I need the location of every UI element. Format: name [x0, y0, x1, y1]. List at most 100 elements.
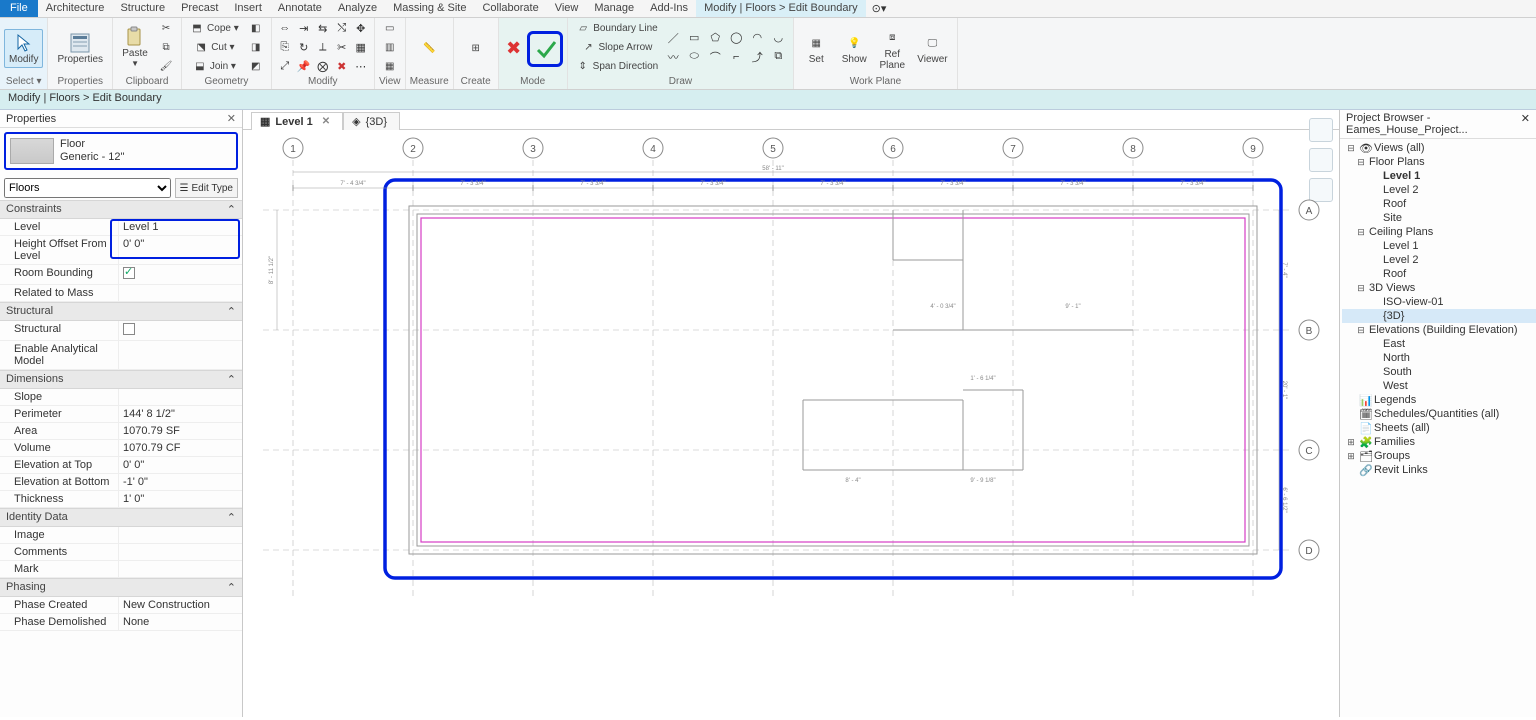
arc-tool[interactable]: ◠	[748, 29, 766, 47]
prop-created-value[interactable]: New Construction	[118, 597, 242, 613]
tree-node[interactable]: Level 1	[1342, 239, 1536, 253]
tree-node[interactable]: East	[1342, 337, 1536, 351]
menu-analyze[interactable]: Analyze	[330, 0, 385, 17]
tree-node[interactable]: South	[1342, 365, 1536, 379]
paste-button[interactable]: Paste▼	[117, 23, 153, 71]
copy-clip-button[interactable]: ⧉	[155, 38, 177, 56]
tree-node[interactable]: ⊟Elevations (Building Elevation)	[1342, 323, 1536, 337]
circle-tool[interactable]: ◯	[727, 29, 745, 47]
view1[interactable]: ▭	[379, 19, 401, 37]
ref-plane-button[interactable]: ⧈Ref Plane	[874, 24, 910, 74]
tree-node[interactable]: 📄Sheets (all)	[1342, 421, 1536, 435]
drawing-area[interactable]: ▦Level 1✕ ◈{3D} ▾ 123456789ABCD7' - 4 3/…	[243, 110, 1339, 717]
line-tool[interactable]: ／	[664, 29, 682, 47]
partial-ellipse-tool[interactable]: ⌒	[706, 48, 724, 66]
group-phasing[interactable]: Phasing⌃	[0, 578, 242, 597]
prop-level-value[interactable]: Level 1	[118, 219, 242, 235]
menu-cue-icon[interactable]: ⊙▾	[866, 0, 893, 17]
mirror-axis-button[interactable]: ⇆	[314, 19, 332, 37]
create-button[interactable]: ⊞	[458, 35, 494, 63]
delete-button[interactable]: ✖	[333, 57, 351, 75]
tree-node[interactable]: 🗓Schedules/Quantities (all)	[1342, 407, 1536, 421]
menu-manage[interactable]: Manage	[586, 0, 642, 17]
tree-node[interactable]: ISO-view-01	[1342, 295, 1536, 309]
floor-plan-canvas[interactable]: 123456789ABCD7' - 4 3/4"7' - 3 3/4"7' - …	[243, 130, 1329, 717]
split-button[interactable]: ✂	[333, 38, 351, 56]
tree-node[interactable]: North	[1342, 351, 1536, 365]
join-button[interactable]: ⬓Join ▾	[186, 57, 243, 75]
tree-node[interactable]: 📊Legends	[1342, 393, 1536, 407]
prop-comments-value[interactable]	[118, 544, 242, 560]
span-direction-button[interactable]: ⇕Span Direction	[572, 57, 663, 75]
menu-addins[interactable]: Add-Ins	[642, 0, 696, 17]
edit-type-button[interactable]: ☰Edit Type	[175, 178, 238, 198]
group-structural[interactable]: Structural⌃	[0, 302, 242, 321]
copy-button[interactable]: ⎘	[276, 38, 294, 56]
ellipse-tool[interactable]: ⬭	[685, 48, 703, 66]
slope-arrow-button[interactable]: ↗Slope Arrow	[572, 38, 663, 56]
file-menu[interactable]: File	[0, 0, 38, 17]
matchtype-button[interactable]: 🖌	[155, 57, 177, 75]
view2[interactable]: ▥	[379, 38, 401, 56]
menu-annotate[interactable]: Annotate	[270, 0, 330, 17]
prop-structural-value[interactable]	[118, 321, 242, 340]
prop-offset-value[interactable]: 0' 0"	[118, 236, 242, 264]
group-dimensions[interactable]: Dimensions⌃	[0, 370, 242, 389]
tree-node[interactable]: ⊞🧩Families	[1342, 435, 1536, 449]
tree-node[interactable]: ⊞🗂Groups	[1342, 449, 1536, 463]
prop-demo-value[interactable]: None	[118, 614, 242, 630]
type-selector[interactable]: Floor Generic - 12"	[4, 132, 238, 170]
close-tab-icon[interactable]: ✕	[322, 116, 330, 127]
tree-node[interactable]: Level 2	[1342, 253, 1536, 267]
menu-architecture[interactable]: Architecture	[38, 0, 113, 17]
menu-structure[interactable]: Structure	[112, 0, 173, 17]
poly-tool[interactable]: ⬠	[706, 29, 724, 47]
tree-node[interactable]: West	[1342, 379, 1536, 393]
properties-button[interactable]: Properties	[52, 29, 108, 68]
pin-button[interactable]: 📌	[295, 57, 313, 75]
scale-button[interactable]: ⤢	[276, 57, 294, 75]
pick-walls-tool[interactable]: ⧉	[769, 48, 787, 66]
menu-modify-context[interactable]: Modify | Floors > Edit Boundary	[696, 0, 866, 17]
cope-button[interactable]: ⬒Cope ▾	[186, 19, 243, 37]
prop-image-value[interactable]	[118, 527, 242, 543]
extra-mod-button[interactable]: ⋯	[352, 57, 370, 75]
geom3[interactable]: ◩	[245, 57, 267, 75]
modify-tool-button[interactable]: Modify	[4, 29, 43, 68]
menu-view[interactable]: View	[547, 0, 587, 17]
cut-clip-button[interactable]: ✂	[155, 19, 177, 37]
tree-node[interactable]: ⊟👁Views (all)	[1342, 141, 1536, 155]
fillet-tool[interactable]: ⌐	[727, 48, 745, 66]
offset-button[interactable]: ⇥	[295, 19, 313, 37]
measure-button[interactable]: 📏	[411, 35, 447, 63]
browser-tree[interactable]: ⊟👁Views (all)⊟Floor PlansLevel 1Level 2R…	[1340, 139, 1536, 479]
spline-tool[interactable]: 〰	[664, 48, 682, 66]
checkbox-on-icon[interactable]	[123, 267, 135, 279]
cancel-edit-button[interactable]: ✖	[503, 39, 525, 59]
rect-tool[interactable]: ▭	[685, 29, 703, 47]
geom2[interactable]: ◨	[245, 38, 267, 56]
cut-geom-button[interactable]: ⬔Cut ▾	[186, 38, 243, 56]
menu-precast[interactable]: Precast	[173, 0, 226, 17]
finish-edit-button[interactable]	[527, 31, 563, 67]
tree-node[interactable]: Level 1	[1342, 169, 1536, 183]
group-constraints[interactable]: Constraints⌃	[0, 200, 242, 219]
boundary-line-button[interactable]: ▱Boundary Line	[572, 19, 663, 37]
geom1[interactable]: ◧	[245, 19, 267, 37]
show-workplane-button[interactable]: 💡Show	[836, 29, 872, 68]
set-workplane-button[interactable]: ▦Set	[798, 29, 834, 68]
properties-filter-select[interactable]: Floors	[4, 178, 171, 198]
tree-node[interactable]: 🔗Revit Links	[1342, 463, 1536, 477]
menu-massing[interactable]: Massing & Site	[385, 0, 474, 17]
pick-lines-tool[interactable]: ⤴	[748, 48, 766, 66]
browser-close-icon[interactable]: ✕	[1521, 112, 1530, 136]
tree-node[interactable]: Roof	[1342, 267, 1536, 281]
mirror-draw-button[interactable]: ⤭	[333, 19, 351, 37]
tab-level1[interactable]: ▦Level 1✕	[251, 112, 343, 130]
tree-node[interactable]: Level 2	[1342, 183, 1536, 197]
group-identity[interactable]: Identity Data⌃	[0, 508, 242, 527]
move-button[interactable]: ✥	[352, 19, 370, 37]
tree-node[interactable]: {3D}	[1342, 309, 1536, 323]
align-button[interactable]: ⇔	[276, 19, 294, 37]
view3[interactable]: ▦	[379, 57, 401, 75]
